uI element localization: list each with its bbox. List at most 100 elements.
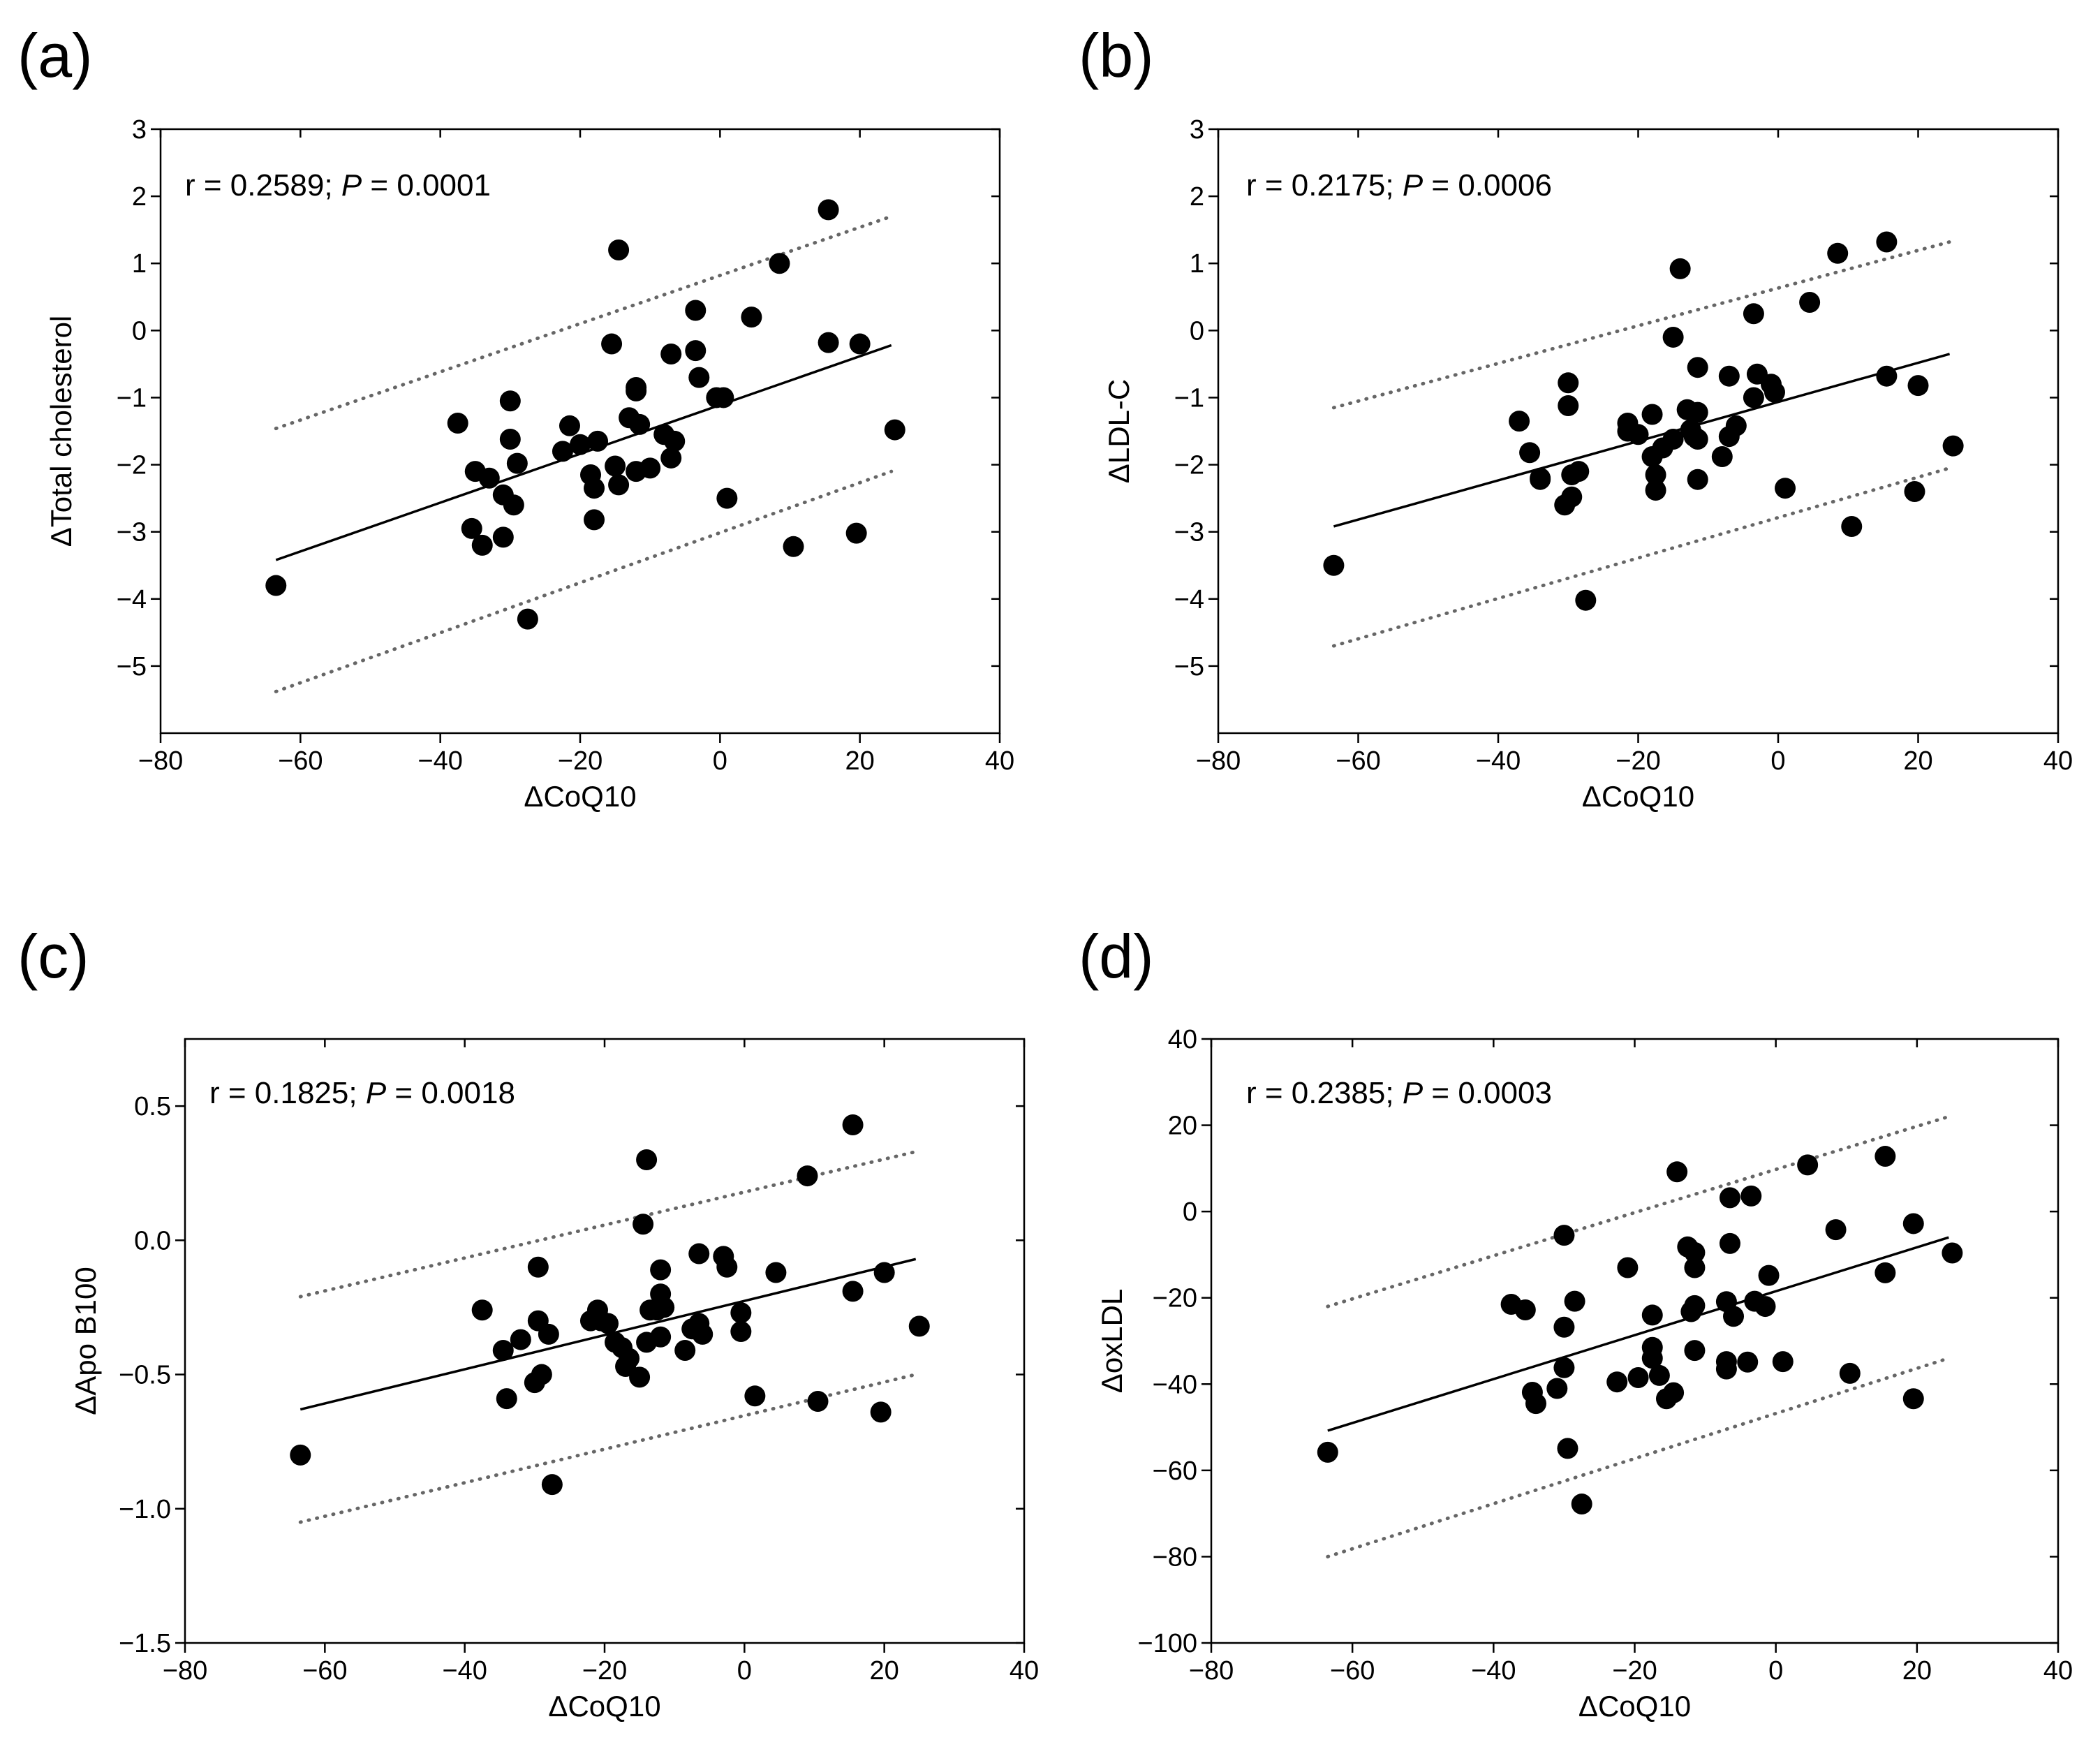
panel-b-data-point <box>1907 375 1929 397</box>
panel-c-x-tick-label: 20 <box>870 1656 899 1686</box>
panel-a-data-point <box>461 517 482 539</box>
panel-c-plot-frame <box>184 1038 1026 1644</box>
panel-a-p-value: = 0.0001 <box>362 168 491 202</box>
panel-b-x-tick-label: 0 <box>1770 746 1785 776</box>
panel-d-data-point <box>1737 1351 1759 1373</box>
panel-a-data-point <box>447 412 468 434</box>
panel-d: −80 −60 −40 −20 0 20 4040200−20−40−60−80−100ΔC… <box>1095 1025 2073 1723</box>
panel-d-p-symbol: P <box>1403 1076 1424 1110</box>
panel-a-data-point <box>664 430 686 452</box>
panel-c-data-point <box>797 1165 818 1187</box>
panel-a-data-point <box>584 509 605 531</box>
panel-d-data-point <box>1758 1265 1780 1286</box>
panel-b-data-point <box>1799 291 1821 313</box>
panel-b-data-point <box>1323 554 1345 576</box>
panel-a-data-point <box>685 340 707 362</box>
panel-d-data-point <box>1723 1306 1745 1327</box>
panel-c-data-point <box>650 1259 672 1281</box>
panel-b-data-point <box>1876 231 1898 253</box>
panel-b-x-tick-label: −20 <box>1615 746 1660 776</box>
panel-b-data-point <box>1711 446 1733 468</box>
panel-b-data-point <box>1641 446 1663 468</box>
panel-c-correlation-annotation: r = 0.1825; P = 0.0018 <box>209 1076 515 1110</box>
panel-b-data-point <box>1519 442 1541 464</box>
panel-d-x-tick-label: 20 <box>1902 1656 1932 1686</box>
panel-d-data-point <box>1875 1146 1896 1167</box>
panel-b-y-tick-label: 3 <box>1190 115 1204 145</box>
panel-a-y-tick-label: 3 <box>132 115 147 145</box>
panel-d-data-point <box>1875 1262 1896 1283</box>
panel-b-data-point <box>1841 515 1863 537</box>
panel-a-data-point <box>503 494 524 516</box>
panel-c-data-point <box>290 1444 311 1466</box>
panel-c-data-point <box>688 1243 710 1265</box>
panel-d-data-point <box>1684 1340 1706 1362</box>
panel-d-x-tick-label: −80 <box>1189 1656 1234 1686</box>
panel-d-data-point <box>1740 1185 1762 1207</box>
panel-b-data-point <box>1568 461 1590 482</box>
panel-b-p-value: = 0.0006 <box>1423 168 1552 202</box>
panel-a-data-point <box>884 419 905 441</box>
panel-d-data-point <box>1715 1358 1737 1380</box>
panel-d-data-point <box>1553 1225 1575 1246</box>
panel-d-data-point <box>1553 1357 1575 1378</box>
panel-d-correlation-annotation: r = 0.2385; P = 0.0003 <box>1246 1076 1552 1110</box>
panel-b-data-point <box>1683 426 1705 448</box>
panel-c-letter: (c) <box>17 922 89 991</box>
panel-d-x-tick-label: −40 <box>1471 1656 1516 1686</box>
panel-b-y-tick-label: −4 <box>1174 585 1204 614</box>
panel-b-y-tick-label: 1 <box>1190 249 1204 279</box>
panel-c-data-point <box>842 1114 864 1136</box>
panel-a-plot-frame <box>159 128 1001 735</box>
panel-b-data-point <box>1718 365 1740 387</box>
panel-d-y-tick-label: −20 <box>1153 1284 1197 1313</box>
panel-a-x-tick-label: −40 <box>417 746 462 776</box>
panel-a-data-point <box>783 536 804 557</box>
panel-d-x-tick-label: 40 <box>2043 1656 2073 1686</box>
panel-c-data-point <box>765 1262 787 1283</box>
panel-c-data-point <box>744 1385 766 1407</box>
panel-c-ci-upper-line <box>298 1149 918 1299</box>
panel-a-data-point <box>570 434 591 455</box>
panel-b-ci-upper-line <box>1331 239 1952 410</box>
panel-b-data-point <box>1876 365 1898 387</box>
panel-d-regression-line <box>1327 1236 1949 1432</box>
panel-b-data-point <box>1617 412 1639 434</box>
panel-a-data-point <box>559 415 580 436</box>
panel-b-ci-lower-line <box>1331 466 1952 648</box>
panel-d-data-point <box>1564 1290 1585 1312</box>
panel-a-data-point <box>499 429 521 450</box>
panel-a-x-tick-label: −80 <box>138 746 183 776</box>
panel-b-y-tick-label: 0 <box>1190 316 1204 346</box>
panel-b-data-point <box>1558 372 1579 394</box>
panel-b-x-axis-title: ΔCoQ10 <box>1582 780 1694 813</box>
panel-b-data-point <box>1718 426 1740 448</box>
panel-d-data-point <box>1719 1187 1740 1209</box>
panel-d-data-point <box>1525 1393 1546 1415</box>
panel-a: −80 −60 −40 −20 0 20 40 3 2 1 0 −1 −2 −3 −4 −5 ΔCoQ10 ΔTo… <box>45 115 1014 813</box>
panel-c-data-point <box>538 1323 559 1345</box>
panel-d-data-point <box>1684 1257 1706 1278</box>
panel-b-data-point <box>1575 589 1597 611</box>
panel-d-x-tick-label: 0 <box>1768 1656 1783 1686</box>
panel-d-data-point <box>1557 1438 1578 1459</box>
panel-d-data-point <box>1648 1364 1670 1386</box>
panel-d-data-point <box>1571 1494 1592 1515</box>
panel-c-r-value: r = 0.1825; <box>209 1076 366 1110</box>
panel-a-data-point <box>818 199 839 221</box>
panel-c-data-point <box>471 1299 493 1321</box>
panel-d-data-point <box>1641 1304 1663 1326</box>
panel-d-data-point <box>1617 1257 1639 1278</box>
panel-a-data-point <box>688 367 710 388</box>
panel-b-y-tick-label: 2 <box>1190 182 1204 212</box>
panel-a-y-tick-label: −5 <box>117 652 147 681</box>
panel-b-data-point <box>1662 326 1684 348</box>
panel-d-y-tick-label: −60 <box>1153 1457 1197 1486</box>
panel-d-data-point <box>1606 1371 1628 1393</box>
panel-c: −80 −60 −40 −20 0 20 40 0.5 0.0 −0.5 −1.0 −1.5 ΔCoQ1… <box>69 1038 1039 1723</box>
panel-a-data-point <box>492 526 514 548</box>
panel-b-data-point <box>1743 387 1764 408</box>
panel-a-x-tick-label: 40 <box>985 746 1014 776</box>
panel-a-data-point <box>660 447 682 469</box>
